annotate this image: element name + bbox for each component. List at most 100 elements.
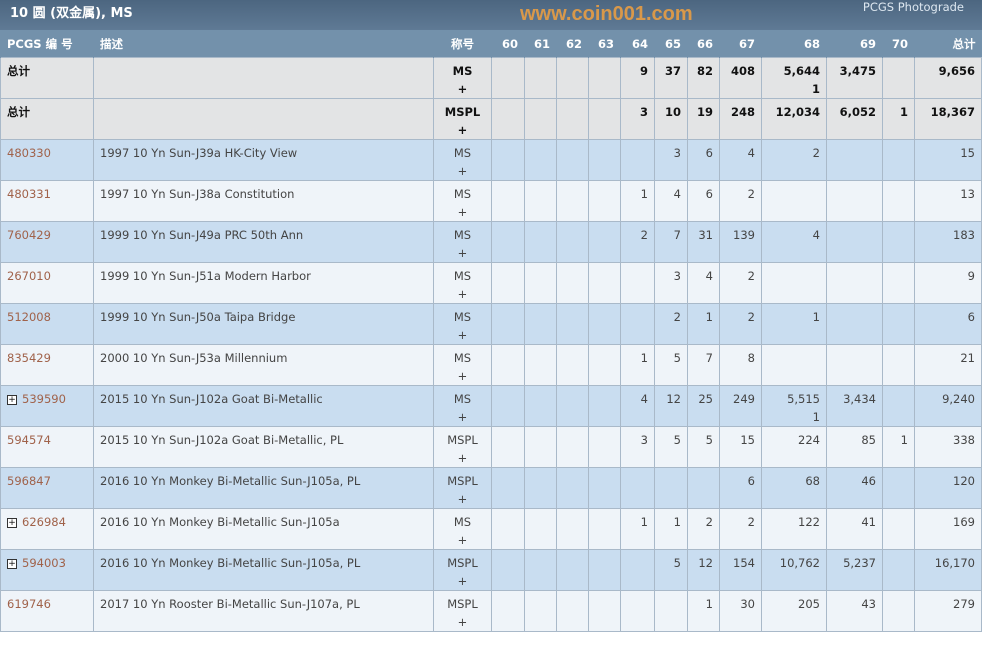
grade-count-cell[interactable]: 6 (719, 467, 762, 509)
column-header[interactable]: 70 (882, 30, 915, 58)
grade-count-cell[interactable] (491, 344, 525, 386)
column-header[interactable]: PCGS 编 号 (0, 30, 94, 58)
grade-count-cell[interactable] (588, 98, 621, 140)
grade-count-cell[interactable] (556, 57, 589, 99)
grade-count-cell[interactable]: 205 (761, 590, 827, 632)
grade-count-cell[interactable] (882, 139, 915, 181)
grade-count-cell[interactable]: 19 (687, 98, 720, 140)
grade-count-cell[interactable] (556, 344, 589, 386)
grade-count-cell[interactable]: 3 (654, 139, 688, 181)
grade-count-cell[interactable] (882, 549, 915, 591)
grade-count-cell[interactable] (588, 303, 621, 345)
grade-count-cell[interactable] (882, 57, 915, 99)
grade-count-cell[interactable]: 5,515 1 (761, 385, 827, 427)
grade-count-cell[interactable] (491, 57, 525, 99)
grade-count-cell[interactable]: 3,475 (826, 57, 883, 99)
grade-count-cell[interactable]: 249 (719, 385, 762, 427)
grade-count-cell[interactable] (556, 180, 589, 222)
grade-count-cell[interactable] (654, 467, 688, 509)
grade-count-cell[interactable]: 408 (719, 57, 762, 99)
column-header[interactable]: 60 (491, 30, 525, 58)
grade-count-cell[interactable] (620, 262, 655, 304)
grade-count-cell[interactable]: 10 (654, 98, 688, 140)
grade-count-cell[interactable] (491, 221, 525, 263)
grade-count-cell[interactable] (882, 262, 915, 304)
grade-count-cell[interactable]: 154 (719, 549, 762, 591)
grade-count-cell[interactable]: 5 (687, 426, 720, 468)
pcgs-number-link[interactable]: 480331 (7, 187, 51, 201)
grade-count-cell[interactable] (826, 180, 883, 222)
grade-count-cell[interactable] (588, 549, 621, 591)
pcgs-number-link[interactable]: 594003 (22, 556, 66, 570)
grade-count-cell[interactable] (556, 426, 589, 468)
pcgs-number-link[interactable]: 626984 (22, 515, 66, 529)
grade-count-cell[interactable] (826, 344, 883, 386)
photograde-link[interactable]: PCGS Photograde (862, 0, 964, 14)
grade-count-cell[interactable] (491, 426, 525, 468)
grade-count-cell[interactable]: 1 (620, 180, 655, 222)
grade-count-cell[interactable] (588, 262, 621, 304)
grade-count-cell[interactable] (556, 303, 589, 345)
grade-count-cell[interactable] (588, 426, 621, 468)
grade-count-cell[interactable] (761, 262, 827, 304)
column-header[interactable]: 66 (687, 30, 720, 58)
grade-count-cell[interactable]: 1 (882, 98, 915, 140)
pcgs-number-link[interactable]: 594574 (7, 433, 51, 447)
grade-count-cell[interactable] (524, 262, 557, 304)
grade-count-cell[interactable] (826, 139, 883, 181)
grade-count-cell[interactable] (826, 303, 883, 345)
grade-count-cell[interactable] (588, 590, 621, 632)
grade-count-cell[interactable] (620, 303, 655, 345)
grade-count-cell[interactable] (491, 549, 525, 591)
grade-count-cell[interactable] (524, 385, 557, 427)
grade-count-cell[interactable] (524, 98, 557, 140)
grade-count-cell[interactable]: 4 (620, 385, 655, 427)
column-header[interactable]: 67 (719, 30, 762, 58)
grade-count-cell[interactable] (882, 590, 915, 632)
grade-count-cell[interactable] (556, 385, 589, 427)
grade-count-cell[interactable] (620, 590, 655, 632)
grade-count-cell[interactable]: 5 (654, 344, 688, 386)
grade-count-cell[interactable] (654, 590, 688, 632)
grade-count-cell[interactable]: 5 (654, 426, 688, 468)
grade-count-cell[interactable]: 2 (654, 303, 688, 345)
grade-count-cell[interactable] (491, 385, 525, 427)
column-header[interactable]: 68 (761, 30, 827, 58)
grade-count-cell[interactable] (882, 303, 915, 345)
column-header[interactable]: 63 (588, 30, 621, 58)
grade-count-cell[interactable] (556, 221, 589, 263)
grade-count-cell[interactable]: 12 (654, 385, 688, 427)
column-header[interactable]: 64 (620, 30, 655, 58)
grade-count-cell[interactable]: 5 (654, 549, 688, 591)
pcgs-number-link[interactable]: 835429 (7, 351, 51, 365)
column-header[interactable]: 总计 (914, 30, 982, 58)
column-header[interactable]: 61 (524, 30, 557, 58)
column-header[interactable]: 69 (826, 30, 883, 58)
grade-count-cell[interactable] (524, 303, 557, 345)
grade-count-cell[interactable]: 1 (687, 303, 720, 345)
grade-count-cell[interactable]: 7 (654, 221, 688, 263)
pcgs-number-link[interactable]: 760429 (7, 228, 51, 242)
grade-count-cell[interactable] (620, 139, 655, 181)
grade-count-cell[interactable]: 2 (719, 180, 762, 222)
grade-count-cell[interactable]: 2 (719, 508, 762, 550)
grade-count-cell[interactable] (524, 467, 557, 509)
grade-count-cell[interactable] (556, 508, 589, 550)
pcgs-number-link[interactable]: 267010 (7, 269, 51, 283)
grade-count-cell[interactable]: 6 (687, 139, 720, 181)
grade-count-cell[interactable] (882, 508, 915, 550)
grade-count-cell[interactable] (620, 467, 655, 509)
grade-count-cell[interactable] (556, 467, 589, 509)
grade-count-cell[interactable]: 2 (719, 303, 762, 345)
grade-count-cell[interactable]: 1 (620, 344, 655, 386)
grade-count-cell[interactable] (588, 508, 621, 550)
expand-icon[interactable]: + (7, 395, 17, 405)
column-header[interactable]: 称号 (433, 30, 492, 58)
grade-count-cell[interactable] (556, 139, 589, 181)
grade-count-cell[interactable]: 6 (687, 180, 720, 222)
grade-count-cell[interactable]: 9 (620, 57, 655, 99)
grade-count-cell[interactable] (491, 262, 525, 304)
grade-count-cell[interactable] (491, 180, 525, 222)
grade-count-cell[interactable]: 122 (761, 508, 827, 550)
grade-count-cell[interactable]: 4 (761, 221, 827, 263)
